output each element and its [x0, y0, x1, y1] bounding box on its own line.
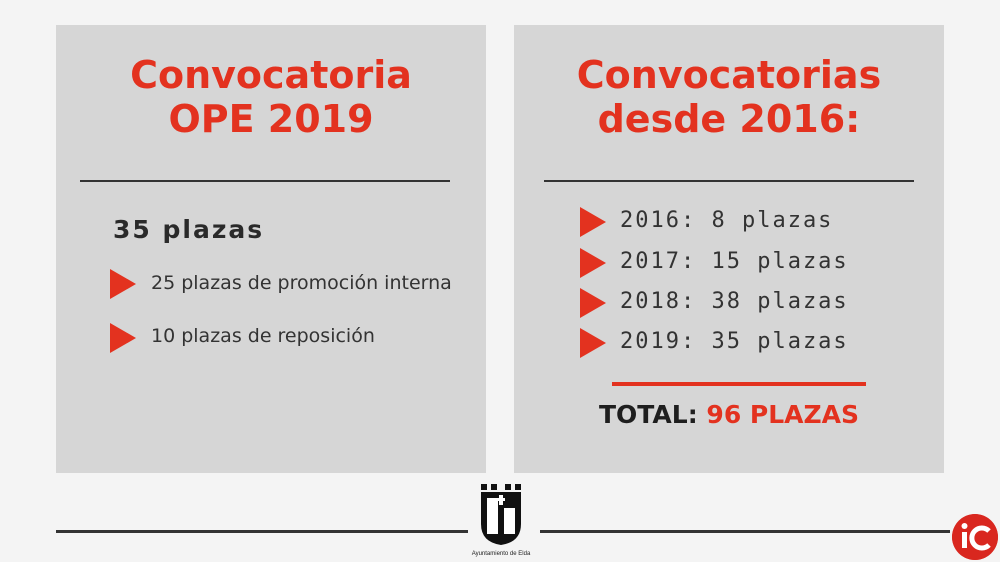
- left-divider: [80, 180, 450, 182]
- year-item-2017: 2017: 15 plazas: [620, 249, 849, 274]
- publisher-logo-icon: [952, 514, 998, 560]
- left-panel: Convocatoria OPE 2019 35 plazas 25 plaza…: [56, 25, 486, 473]
- left-title-line1: Convocatoria: [130, 53, 412, 97]
- elda-crest-icon: [481, 484, 521, 545]
- year-item-2016: 2016: 8 plazas: [620, 208, 834, 233]
- year-item-2019: 2019: 35 plazas: [620, 329, 849, 354]
- crest-caption: Ayuntamiento de Elda: [471, 551, 531, 557]
- total-value: 96 PLAZAS: [706, 400, 859, 429]
- bullet-arrow-icon: [580, 207, 606, 237]
- right-title-line1: Convocatorias: [576, 53, 882, 97]
- total-line: TOTAL: 96 PLAZAS: [514, 400, 944, 429]
- right-panel: Convocatorias desde 2016: 2016: 8 plazas…: [514, 25, 944, 473]
- left-item-reposicion: 10 plazas de reposición: [151, 325, 375, 347]
- bullet-arrow-icon: [580, 248, 606, 278]
- year-item-2018: 2018: 38 plazas: [620, 289, 849, 314]
- left-panel-title: Convocatoria OPE 2019: [56, 53, 486, 141]
- left-subheading: 35 plazas: [113, 215, 265, 244]
- footer-line-left: [56, 530, 468, 533]
- bullet-arrow-icon: [110, 323, 136, 353]
- footer-line-right: [540, 530, 950, 533]
- bullet-arrow-icon: [110, 269, 136, 299]
- right-panel-title: Convocatorias desde 2016:: [514, 53, 944, 141]
- bullet-arrow-icon: [580, 328, 606, 358]
- total-label: TOTAL:: [599, 400, 698, 429]
- left-item-promocion: 25 plazas de promoción interna: [151, 272, 452, 294]
- right-divider: [544, 180, 914, 182]
- bullet-arrow-icon: [580, 288, 606, 318]
- right-title-line2: desde 2016:: [597, 97, 861, 141]
- left-title-line2: OPE 2019: [168, 97, 374, 141]
- total-divider: [612, 382, 866, 386]
